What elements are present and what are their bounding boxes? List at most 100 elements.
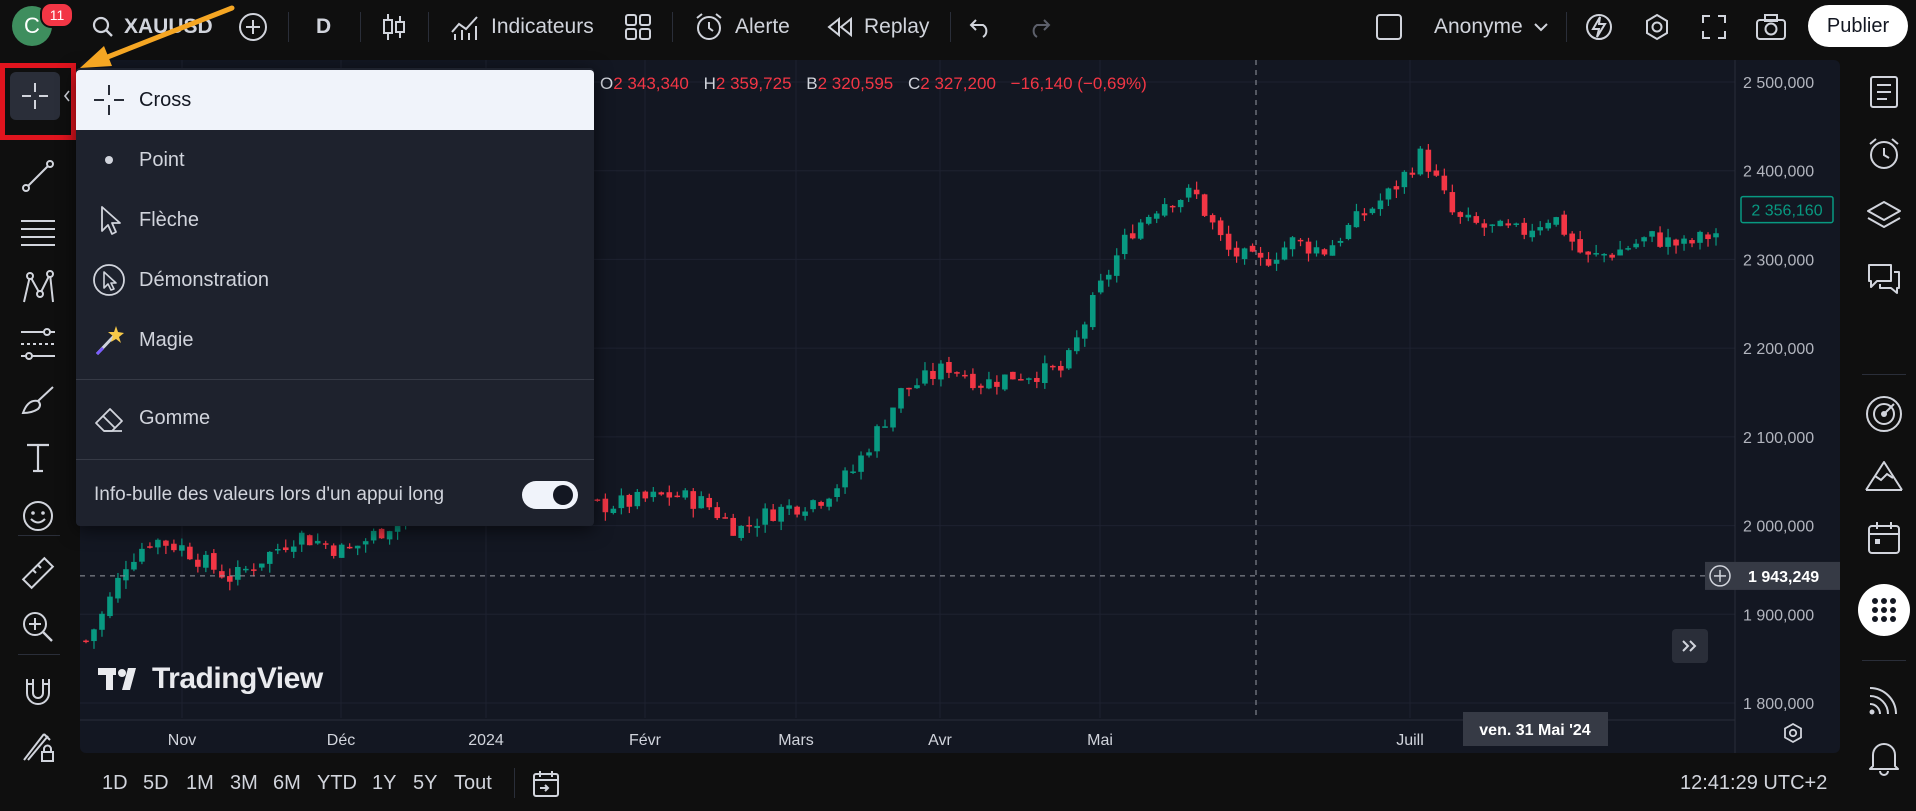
candle-body [1249,245,1256,252]
candle-body [1361,213,1368,216]
candle-body [898,388,904,409]
magnet-tool[interactable] [18,672,58,712]
candle-body [826,498,832,507]
menu-item-label: Point [139,148,185,171]
candle-body [1441,175,1448,191]
object-tree-button[interactable] [1860,192,1908,240]
fullscreen-button[interactable] [1700,0,1728,54]
pattern-tool[interactable] [18,268,58,308]
menu-item-cross[interactable]: Cross [76,70,594,130]
goto-date-button[interactable] [530,768,562,800]
candle-body [1257,252,1264,258]
candle-body [930,370,936,379]
candle-body [1185,187,1192,198]
candle-body [842,470,848,488]
cross-tool-button[interactable] [10,72,60,120]
range-1d[interactable]: 1D [102,772,128,794]
candle-body [1617,249,1623,256]
arrow-cursor-icon [92,203,126,237]
text-tool[interactable] [18,438,58,478]
notification-badge: 11 [40,2,74,28]
menu-item-demonstration[interactable]: Démonstration [76,250,594,310]
candle-body [802,511,808,516]
symbol-search[interactable]: XAUUSD [92,0,213,54]
redo-icon [1032,19,1051,38]
range-5y[interactable]: 5Y [413,772,438,794]
quick-search-button[interactable] [1584,0,1614,54]
candle-body [618,495,625,509]
range-all[interactable]: Tout [454,772,492,794]
value-tooltip-setting[interactable]: Info-bulle des valeurs lors d'un appui l… [76,466,594,524]
publish-button[interactable]: Publier [1808,5,1908,47]
add-alert-icon [1709,565,1731,587]
value-tooltip-toggle[interactable] [522,481,578,509]
axis-settings-button[interactable] [1780,720,1806,746]
time-label: Déc [327,732,355,749]
range-1y[interactable]: 1Y [372,772,397,794]
price-label: 2 400,000 [1743,164,1814,181]
candle-body [378,528,385,539]
range-3m[interactable]: 3M [230,772,258,794]
zoom-tool[interactable] [18,607,58,647]
range-6m[interactable]: 6M [273,772,301,794]
range-ytd[interactable]: YTD [317,772,357,794]
layouts-button[interactable] [624,0,652,54]
menu-item-arrow[interactable]: Flèche [76,190,594,250]
screenshot-button[interactable] [1755,0,1787,54]
cursor-menu-toggle[interactable] [61,82,73,110]
candle-body [986,379,992,389]
candle-body [1473,216,1480,223]
mountain-icon [1865,461,1903,491]
scroll-to-latest-button[interactable] [1672,629,1708,663]
redo-button[interactable] [1026,0,1052,54]
candle-body [330,545,337,556]
candle-body [362,541,369,545]
watchlist-button[interactable] [1860,68,1908,116]
candle-body [155,539,161,548]
legend-b-label: B [806,74,818,93]
trend-line-tool[interactable] [18,156,58,196]
settings-button[interactable] [1642,0,1672,54]
indicators-button[interactable]: Indicateurs [449,0,594,54]
calendar-button[interactable] [1860,514,1908,562]
ruler-tool[interactable] [18,553,58,593]
layers-icon [1867,201,1901,228]
emoji-tool[interactable] [18,496,58,536]
undo-button[interactable] [968,0,994,54]
lock-drawing-tool[interactable] [18,726,58,766]
candle-body [1537,227,1544,231]
fib-tool[interactable] [18,213,58,253]
menu-item-point[interactable]: Point [76,130,594,190]
candle-body [1513,223,1520,225]
legend-h-label: H [703,74,716,93]
menu-item-magic[interactable]: Magie [76,310,594,370]
candle-body [1305,241,1312,254]
candle-body [722,517,729,519]
ideas-button[interactable] [1860,452,1908,500]
candle-body [1281,247,1288,260]
range-1m[interactable]: 1M [186,772,214,794]
notifications-button[interactable] [1860,734,1908,782]
streams-button[interactable] [1860,676,1908,724]
compare-button[interactable] [238,0,268,54]
chats-button[interactable] [1860,254,1908,302]
candle-body [394,521,401,532]
last-price-box [1740,195,1834,224]
layout-menu[interactable]: Anonyme [1376,0,1549,54]
layout-checkbox[interactable] [1376,14,1402,40]
candle-body [1153,213,1160,219]
chart-type-button[interactable] [381,0,407,54]
forecast-tool[interactable] [18,324,58,364]
menu-item-eraser[interactable]: Gomme [76,388,594,448]
alerts-button[interactable] [1860,130,1908,178]
products-button[interactable] [1858,584,1910,636]
range-5d[interactable]: 5D [143,772,169,794]
screener-button[interactable] [1860,390,1908,438]
replay-button[interactable]: Replay [826,0,929,54]
brush-tool[interactable] [18,380,58,420]
candle-body [203,554,209,568]
interval-button[interactable]: D [316,0,331,54]
annotation-arrow [80,5,235,68]
alert-button[interactable]: Alerte [693,0,790,54]
candle-body [1065,350,1072,369]
